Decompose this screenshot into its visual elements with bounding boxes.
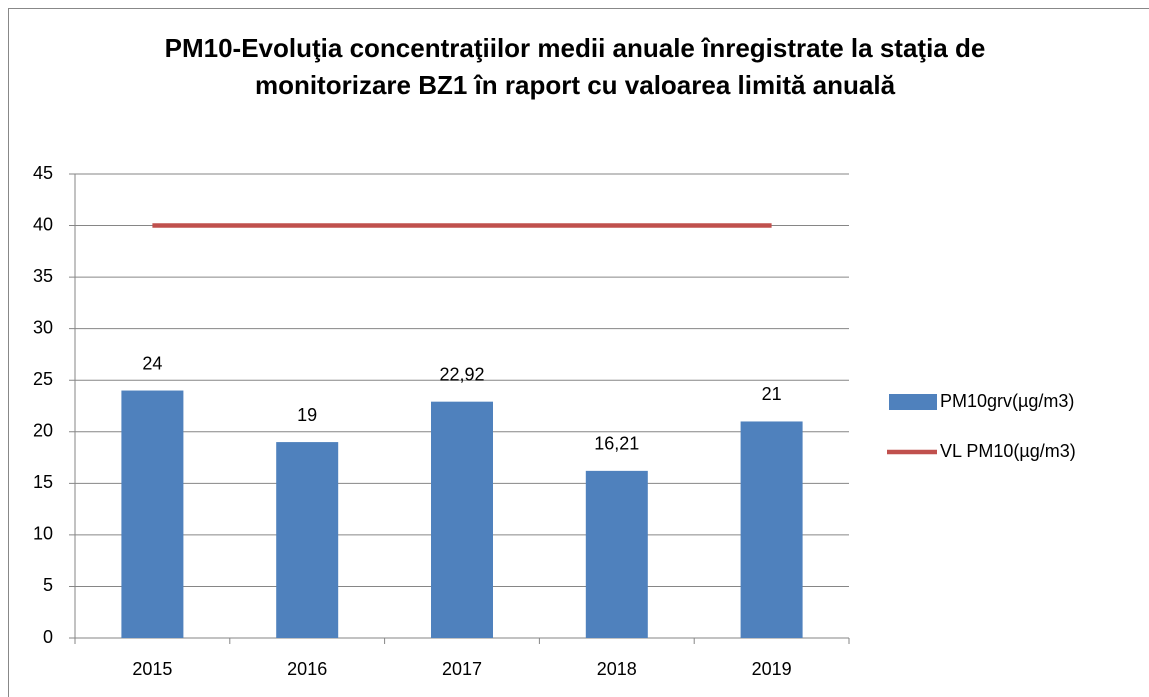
y-tick-label: 5 <box>43 575 53 595</box>
x-tick-label: 2019 <box>752 659 792 679</box>
data-label: 16,21 <box>594 434 639 454</box>
y-tick-label: 40 <box>33 214 53 234</box>
data-label: 21 <box>762 384 782 404</box>
data-label: 19 <box>297 405 317 425</box>
y-tick-label: 25 <box>33 369 53 389</box>
bar <box>585 470 648 638</box>
bar <box>276 442 339 638</box>
data-label: 22,92 <box>439 364 484 384</box>
y-tick-label: 15 <box>33 472 53 492</box>
bar <box>121 390 184 638</box>
x-tick-label: 2015 <box>132 659 172 679</box>
y-tick-label: 30 <box>33 317 53 337</box>
x-tick-label: 2017 <box>442 659 482 679</box>
legend-swatch <box>889 394 937 410</box>
y-tick-label: 10 <box>33 524 53 544</box>
chart-title: PM10-Evoluţia concentraţiilor medii anua… <box>164 33 986 100</box>
x-tick-label: 2018 <box>597 659 637 679</box>
chart-border <box>8 8 1149 697</box>
data-label: 24 <box>142 353 162 373</box>
legend-label: VL PM10(µg/m3) <box>940 441 1076 461</box>
x-tick-label: 2016 <box>287 659 327 679</box>
y-tick-label: 45 <box>33 163 53 183</box>
y-tick-label: 20 <box>33 421 53 441</box>
y-tick-label: 35 <box>33 266 53 286</box>
y-tick-label: 0 <box>43 627 53 647</box>
bar <box>740 421 803 638</box>
bar <box>431 401 493 638</box>
legend-label: PM10grv(µg/m3) <box>940 391 1074 411</box>
